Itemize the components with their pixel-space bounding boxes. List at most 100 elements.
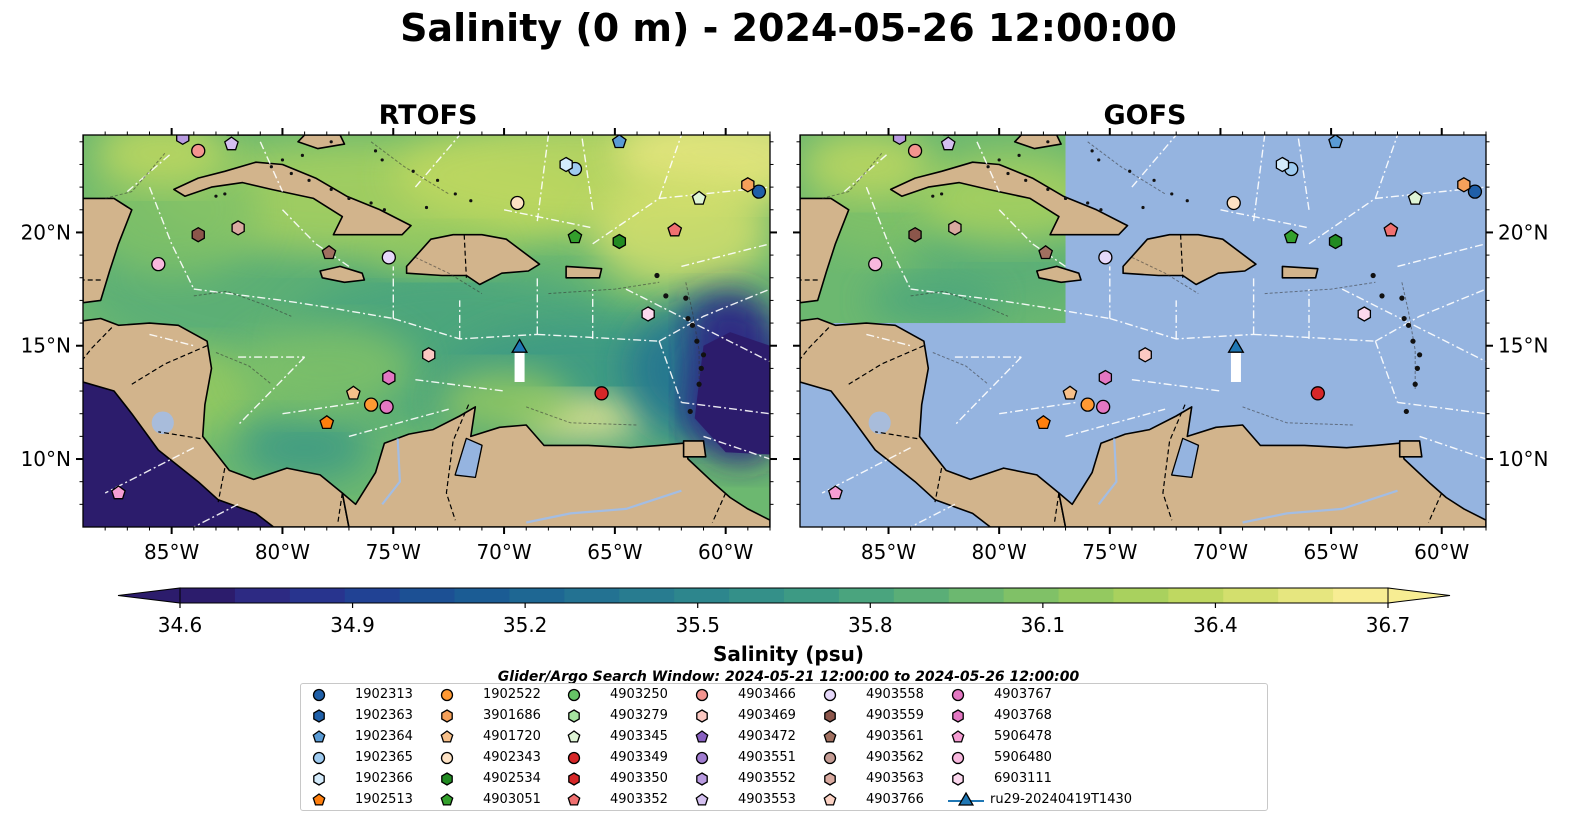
rtofs-land-bahamas [297,135,346,150]
rtofs-float-4903349 [594,386,609,401]
colorbar-swatch [674,588,730,603]
legend-marker [696,709,708,723]
rtofs-eez-line [193,288,394,320]
rtofs-ytick-label: 20°N [21,220,71,244]
rtofs-xtick-label: 85°W [144,540,199,564]
legend-label: 4903563 [866,771,924,786]
gofs-land-centralAmerica [800,317,1067,527]
legend-label: ru29-20240419T1430 [990,792,1133,807]
legend-label: 4903768 [994,708,1052,723]
legend-marker [823,793,837,806]
gofs-eez-line [999,401,1077,415]
gofs-float-4903345 [1407,190,1423,205]
legend-label: 4903767 [994,687,1052,702]
rtofs-eez-line [681,243,770,268]
gofs-border [1427,492,1443,523]
rtofs-xtick-label: 70°W [476,540,531,564]
gofs-bathy-contour [1131,256,1199,295]
rtofs-cay [307,178,311,182]
rtofs-cay [289,171,293,176]
rtofs-float-4903768 [382,369,396,386]
gofs-island [1399,295,1405,301]
rtofs-cay [369,201,373,205]
gofs-float-4903767 [1096,399,1111,415]
legend-marker-hexagon [441,709,453,723]
gofs-island [1403,408,1409,415]
colorbar-swatch [619,588,675,603]
rtofs-border [337,492,343,523]
gofs-cay [1185,199,1189,203]
gofs-eez-line [1252,135,1266,222]
gofs-land-puertoRico [1281,265,1319,279]
colorbar-swatch [180,588,236,603]
gofs-border [1180,234,1184,278]
legend-marker-circle [567,688,581,702]
legend-marker-pentagon [951,730,965,743]
gofs-island [1379,293,1385,299]
legend-label: 4903250 [610,687,668,702]
gofs-xtick-label: 80°W [972,540,1027,564]
legend-marker-hexagon [824,709,836,723]
rtofs-cay [435,178,440,182]
legend-marker-circle [440,751,454,765]
rtofs-float-4903051 [567,229,583,244]
rtofs-cay [214,194,218,198]
rtofs-float-4901720 [345,385,361,400]
gofs-eez-line [1131,135,1177,188]
rtofs-float-4903552 [176,135,190,146]
legend-marker-hexagon [696,709,708,723]
rtofs-xtick-label: 60°W [698,540,753,564]
gofs-panel-title: GOFS [1103,100,1187,131]
colorbar-swatch [454,588,511,603]
legend-marker-pentagon [695,793,709,806]
rtofs-eez-line [148,186,195,290]
gofs-cay [931,194,935,198]
rtofs-cay [269,165,273,169]
rtofs-island [700,352,707,358]
legend-marker [952,709,964,723]
rtofs-bathy-contour [685,282,700,391]
legend-marker [312,751,326,765]
colorbar-swatch [399,588,456,603]
rtofs-eez-line [126,152,173,193]
rtofs-map: 85°W 80°W 75°W 70°W 65°W 60°W 10°N 15°N 20°N [21,128,777,564]
colorbar-swatch [1058,588,1115,603]
gofs-ytick-label: 20°N [1498,220,1548,244]
legend-marker-hexagon [952,772,964,786]
legend-label: 4903279 [610,708,668,723]
gofs-land-hispaniola [1122,233,1257,286]
legend-label: 1902365 [355,750,413,765]
legend-marker-pentagon [695,730,709,743]
legend-marker-circle [951,751,965,765]
gofs-cay [1063,196,1068,201]
colorbar-tick-label: 35.5 [675,613,720,637]
gofs-cay [1046,140,1050,144]
rtofs-eez-line [658,288,770,342]
gofs-eez-line [1065,408,1166,438]
gofs-eez-line [865,186,912,290]
rtofs-land-puertoRico [565,265,603,279]
rtofs-lake-nicaragua [151,411,174,435]
legend-marker [440,793,454,806]
gofs-eez-line [1297,135,1310,210]
gofs-border [875,431,918,440]
gofs-island [1410,338,1416,344]
rtofs-cay [380,158,384,162]
gofs-land-florida [942,135,978,136]
rtofs-cay [373,149,378,153]
gofs-float-1902366 [1275,156,1290,173]
gofs-float-ru29-20240419T1430 [1227,338,1245,353]
rtofs-field-patch [238,413,372,482]
legend-label: 4901720 [483,729,541,744]
legend-marker-pentagon [440,793,454,806]
gofs-land-trinidad [1398,440,1423,458]
legend-marker [313,772,325,786]
gofs-frame [799,134,1487,528]
legend-marker [823,751,837,765]
colorbar-tick-label: 34.9 [330,613,375,637]
rtofs-land-yucatan [83,135,133,304]
rtofs-cay [347,196,351,201]
gofs-cay [997,158,1001,162]
legend-label: 4903469 [738,708,796,723]
legend-label: 4903559 [866,708,924,723]
